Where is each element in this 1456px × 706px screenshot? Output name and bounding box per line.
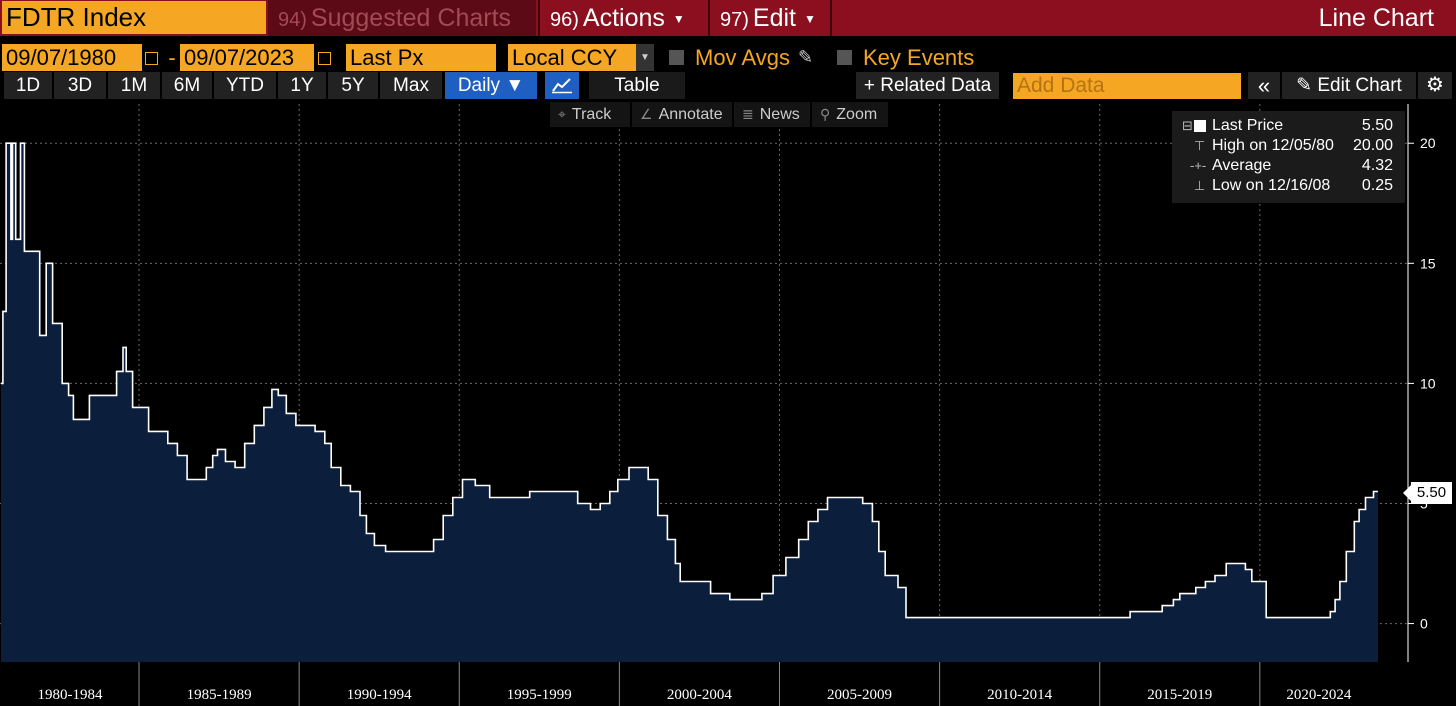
chevron-down-icon: ▼ (804, 12, 816, 27)
range-button-ytd[interactable]: YTD (214, 72, 276, 99)
legend-average-label: Average (1212, 157, 1272, 174)
line-chart-icon[interactable] (545, 72, 579, 99)
news-tool[interactable]: ≣ News (734, 102, 810, 127)
actions-menu[interactable]: 96) Actions ▼ (538, 0, 706, 36)
legend-last-price-label: Last Price (1212, 117, 1284, 134)
chart-legend[interactable]: ⊟ Last Price 5.50 ⊤ High on 12/05/80 20.… (1172, 111, 1405, 203)
chevron-down-icon: ▼ (672, 12, 685, 27)
edit-chart-button[interactable]: ✎ Edit Chart (1282, 72, 1416, 99)
x-axis: 1980-1984 1985-1989 1990-1994 1995-1999 2000… (38, 662, 1352, 706)
x-tick-label: 2015-2019 (1147, 687, 1212, 703)
calendar-icon[interactable] (316, 44, 332, 71)
mov-avgs-label: Mov Avgs (695, 45, 790, 70)
ticker-field[interactable]: FDTR Index (2, 1, 266, 34)
legend-swatch (1194, 120, 1206, 132)
y-tick-label: 0 (1420, 616, 1428, 632)
range-bar: 1D 3D 1M 6M YTD 1Y 5Y Max Daily ▼ Table … (0, 72, 1456, 100)
annotate-icon: ∠ (640, 106, 653, 122)
pencil-icon: ✎ (1296, 75, 1318, 96)
range-button-5y[interactable]: 5Y (328, 72, 378, 99)
related-data-button[interactable]: + Related Data (856, 72, 999, 99)
key-events-label: Key Events (863, 45, 975, 70)
line-chart-icon-glyph (552, 78, 572, 94)
legend-last-price-value: 5.50 (1361, 117, 1393, 134)
x-tick-label: 1995-1999 (507, 687, 572, 703)
x-tick-label: 2010-2014 (987, 687, 1052, 703)
chart-type-title: Line Chart (1318, 4, 1434, 32)
last-value-badge: 5.50 (1403, 482, 1452, 504)
legend-expand-icon[interactable]: ⊟ (1182, 118, 1193, 133)
zoom-label: Zoom (836, 106, 878, 123)
key-events-checkbox[interactable] (837, 50, 852, 65)
currency-select[interactable]: Local CCY (508, 44, 636, 71)
suggested-number: 94) (278, 9, 307, 31)
series-line (1, 142, 1378, 619)
suggested-label: Suggested Charts (310, 4, 512, 32)
zoom-icon: ⚲ (820, 106, 831, 122)
frequency-select[interactable]: Daily ▼ (445, 72, 537, 99)
y-axis: 05101520 (1407, 104, 1436, 662)
average-marker-icon: -+- (1190, 158, 1207, 173)
annotate-tool[interactable]: ∠ Annotate (632, 102, 732, 127)
annotate-label: Annotate (658, 106, 723, 123)
x-tick-label: 2020-2024 (1286, 687, 1351, 703)
collapse-icon[interactable]: « (1248, 72, 1280, 99)
actions-label: Actions (582, 4, 665, 32)
zoom-tool[interactable]: ⚲ Zoom (812, 102, 888, 127)
start-date-field[interactable]: 09/07/1980 (2, 44, 142, 71)
date-separator: - (168, 45, 176, 70)
table-button[interactable]: Table (589, 72, 685, 99)
options-bar: 09/07/1980 - 09/07/2023 Last Px Local CC… (0, 42, 1456, 72)
add-data-input[interactable]: Add Data (1013, 73, 1241, 99)
legend-average: -+- Average 4.32 (1172, 156, 1405, 176)
crosshair-icon: ⌖ (558, 106, 566, 122)
x-tick-label: 2005-2009 (827, 687, 892, 703)
range-button-1m[interactable]: 1M (108, 72, 160, 99)
range-button-max[interactable]: Max (380, 72, 442, 99)
x-tick-label: 1985-1989 (187, 687, 252, 703)
suggested-charts-menu[interactable]: 94) Suggested Charts (268, 0, 536, 36)
news-label: News (759, 106, 800, 123)
legend-low-label: Low on 12/16/08 (1212, 177, 1331, 194)
end-date-field[interactable]: 09/07/2023 (180, 44, 314, 71)
edit-label: Edit (752, 4, 796, 32)
legend-high-value: 20.00 (1352, 137, 1393, 154)
edit-chart-label: Edit Chart (1317, 75, 1402, 96)
legend-average-value: 4.32 (1361, 157, 1393, 174)
legend-last-price: ⊟ Last Price 5.50 (1172, 116, 1405, 136)
range-button-6m[interactable]: 6M (162, 72, 212, 99)
x-tick-label: 1990-1994 (347, 687, 412, 703)
range-button-1d[interactable]: 1D (4, 72, 52, 99)
track-tool[interactable]: ⌖ Track (550, 102, 630, 127)
high-marker-icon: ⊤ (1194, 138, 1206, 153)
y-tick-label: 15 (1420, 255, 1436, 271)
legend-low-value: 0.25 (1361, 177, 1393, 194)
legend-high-label: High on 12/05/80 (1212, 137, 1334, 154)
gear-icon[interactable]: ⚙ (1418, 72, 1452, 99)
pencil-icon[interactable]: ✎ (798, 47, 814, 67)
legend-low: ⊥ Low on 12/16/08 0.25 (1172, 176, 1405, 196)
low-marker-icon: ⊥ (1194, 178, 1206, 193)
actions-number: 96) (550, 9, 579, 31)
range-button-1y[interactable]: 1Y (278, 72, 326, 99)
price-field-select[interactable]: Last Px (346, 44, 496, 71)
track-label: Track (571, 106, 612, 123)
legend-high: ⊤ High on 12/05/80 20.00 (1172, 136, 1405, 156)
edit-menu[interactable]: 97) Edit ▼ (708, 0, 832, 36)
title-bar: FDTR Index 94) Suggested Charts 96) Action… (0, 0, 1456, 36)
calendar-icon[interactable] (143, 44, 159, 71)
range-button-3d[interactable]: 3D (54, 72, 106, 99)
x-tick-label: 1980-1984 (38, 687, 103, 703)
y-tick-label: 10 (1420, 375, 1436, 391)
x-tick-label: 2000-2004 (667, 687, 732, 703)
mov-avgs-checkbox[interactable] (669, 50, 684, 65)
news-icon: ≣ (742, 106, 754, 122)
edit-number: 97) (720, 9, 749, 31)
y-tick-label: 20 (1420, 135, 1436, 151)
chevron-down-icon[interactable]: ▼ (636, 44, 654, 71)
area-fill (1, 143, 1378, 662)
